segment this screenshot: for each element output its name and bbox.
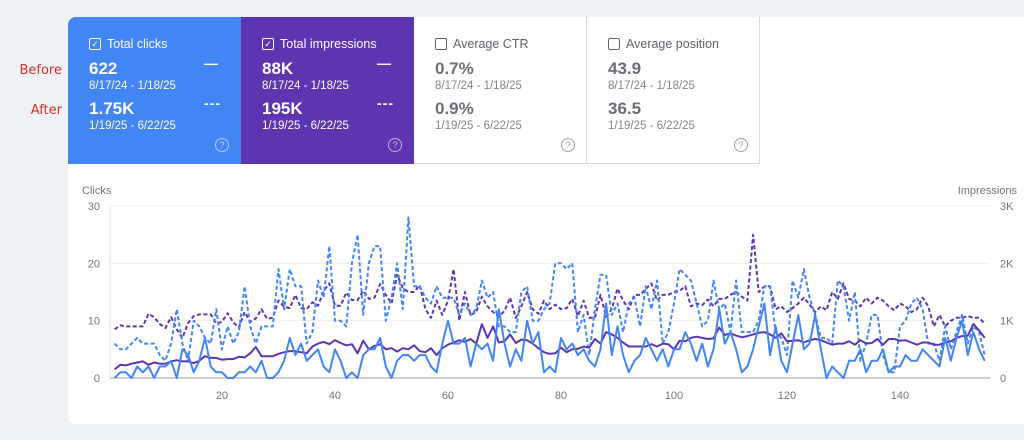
y-tick-right: 3K	[1000, 201, 1014, 213]
before-value: 622	[89, 59, 118, 78]
series-line-clicks-before	[113, 302, 986, 379]
x-tick: 60	[442, 390, 454, 402]
after-range: 1/19/25 - 6/22/25	[262, 120, 349, 132]
checkbox[interactable]: ✓	[89, 38, 101, 50]
before-value: 43.9	[608, 59, 642, 78]
before-range: 8/17/24 - 1/18/25	[262, 80, 349, 92]
before-range: 8/17/24 - 1/18/25	[89, 80, 176, 92]
help-icon[interactable]: ?	[561, 138, 575, 152]
card-title: Average position	[626, 37, 719, 51]
metric-card-position[interactable]: Average position 43.9 8/17/24 - 1/18/25 36.…	[587, 17, 760, 164]
help-icon[interactable]: ?	[215, 138, 229, 152]
before-annotation: Before	[19, 63, 62, 78]
after-value: 1.75K	[89, 99, 135, 118]
checkbox[interactable]	[435, 38, 447, 50]
help-icon[interactable]: ?	[734, 138, 748, 152]
after-range: 1/19/25 - 6/22/25	[89, 120, 176, 132]
before-range: 8/17/24 - 1/18/25	[608, 80, 695, 92]
after-annotation: After	[30, 103, 62, 118]
card-title: Total impressions	[280, 37, 377, 51]
dashed-line-legend: ---	[377, 95, 394, 111]
y-tick-left: 10	[88, 316, 100, 328]
before-value: 88K	[262, 59, 294, 78]
x-tick: 40	[329, 390, 341, 402]
y-tick-left: 0	[94, 373, 100, 385]
help-icon[interactable]: ?	[388, 138, 402, 152]
x-tick: 100	[665, 390, 683, 402]
x-tick: 20	[216, 390, 228, 402]
y-tick-right: 2K	[1000, 258, 1014, 270]
after-value: 195K	[262, 99, 303, 118]
metric-card-impressions[interactable]: ✓ Total impressions 88K 8/17/24 - 1/18/25 19…	[241, 17, 414, 164]
dashed-line-legend: ---	[204, 95, 221, 111]
x-tick: 80	[555, 390, 567, 402]
y-axis-label-right: Impressions	[958, 185, 1018, 197]
card-title: Total clicks	[107, 37, 168, 51]
before-range: 8/17/24 - 1/18/25	[435, 80, 522, 92]
after-range: 1/19/25 - 6/22/25	[435, 120, 522, 132]
y-tick-right: 0	[1000, 373, 1006, 385]
y-tick-left: 30	[88, 201, 100, 213]
metric-card-ctr[interactable]: Average CTR 0.7% 8/17/24 - 1/18/25 0.9% 1/19…	[414, 17, 587, 164]
series-line-impressions-after	[114, 233, 986, 339]
performance-panel: ✓ Total clicks 622 8/17/24 - 1/18/25 1.75K 1/…	[68, 17, 1024, 424]
solid-line-legend: —	[377, 55, 392, 71]
before-value: 0.7%	[435, 59, 474, 78]
after-value: 0.9%	[435, 99, 474, 118]
metric-card-clicks[interactable]: ✓ Total clicks 622 8/17/24 - 1/18/25 1.75K 1/…	[68, 17, 241, 164]
solid-line-legend: —	[204, 55, 219, 71]
series-line-clicks-after	[113, 216, 986, 374]
checkbox[interactable]	[608, 38, 620, 50]
checkbox[interactable]: ✓	[262, 38, 274, 50]
y-tick-left: 20	[88, 258, 100, 270]
card-title: Average CTR	[453, 37, 529, 51]
y-tick-right: 1K	[1000, 316, 1014, 328]
x-tick: 140	[891, 390, 909, 402]
x-tick: 120	[778, 390, 796, 402]
y-axis-label-left: Clicks	[82, 185, 112, 197]
after-value: 36.5	[608, 99, 642, 118]
after-range: 1/19/25 - 6/22/25	[608, 120, 695, 132]
series-line-impressions-before	[113, 323, 986, 371]
